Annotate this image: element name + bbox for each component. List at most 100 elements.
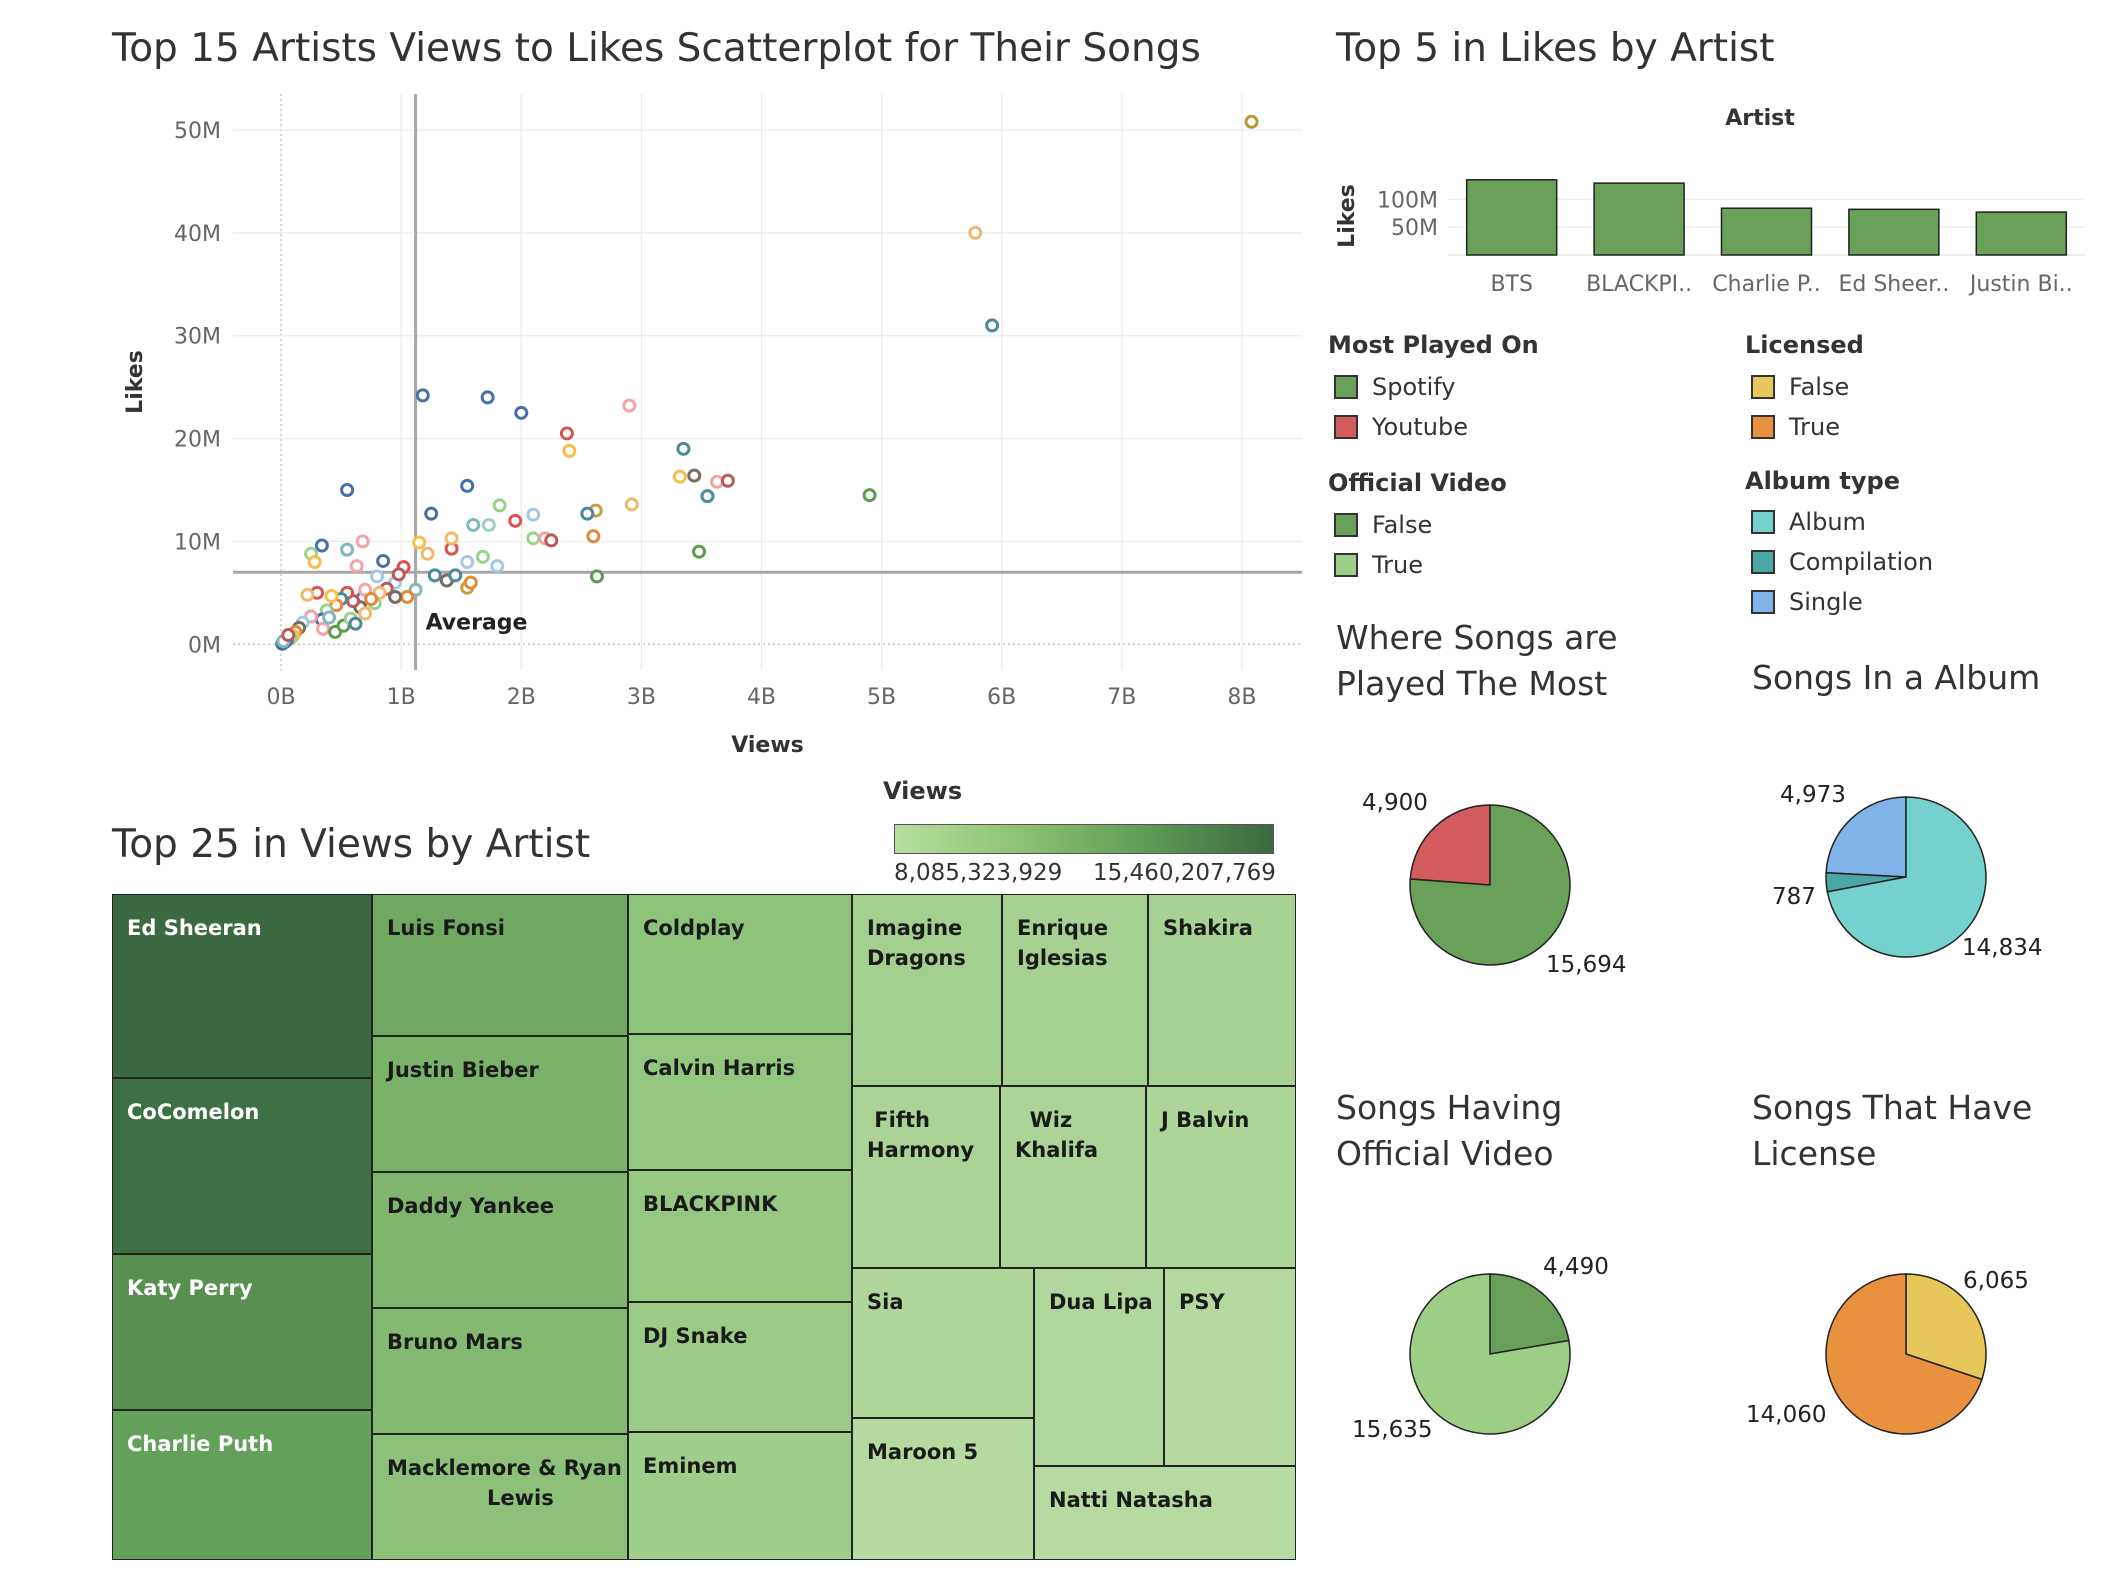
legend-item-spotify: Spotify bbox=[1334, 372, 1455, 402]
treemap-cell[interactable]: Ed Sheeran bbox=[112, 894, 372, 1078]
swatch bbox=[1751, 375, 1775, 399]
treemap-cell[interactable]: Bruno Mars bbox=[372, 1308, 628, 1434]
pie-label: 4,490 bbox=[1543, 1254, 1609, 1280]
treemap-cell[interactable]: Imagine Dragons bbox=[852, 894, 1002, 1086]
swatch bbox=[1334, 553, 1358, 577]
treemap-cell[interactable]: Katy Perry bbox=[112, 1254, 372, 1410]
pie-title-played: Where Songs are Played The Most bbox=[1336, 618, 1618, 703]
treemap-cell[interactable]: Shakira bbox=[1148, 894, 1296, 1086]
legend-label: Album bbox=[1789, 508, 1866, 536]
bar-chart: Artist 100M 50M Likes BTS BLACKPI.. Charlie P.… bbox=[1335, 106, 2085, 297]
legend-item-video-false: False bbox=[1334, 510, 1432, 540]
treemap-cell-label: CoComelon bbox=[127, 1100, 260, 1124]
treemap-cell[interactable]: Maroon 5 bbox=[852, 1418, 1034, 1560]
pie-slice bbox=[1826, 796, 1987, 958]
scatter-point bbox=[720, 473, 735, 488]
pie-slice bbox=[1825, 796, 1907, 878]
scatter-point bbox=[444, 531, 459, 546]
legend-item-compilation: Compilation bbox=[1751, 547, 1933, 577]
legend-item-youtube: Youtube bbox=[1334, 412, 1468, 442]
legend-label: False bbox=[1372, 511, 1433, 539]
treemap-cell-label: Luis Fonsi bbox=[387, 916, 505, 940]
scatter-point bbox=[420, 546, 435, 561]
treemap-cell[interactable]: Fifth Harmony bbox=[852, 1086, 1000, 1268]
treemap-cell[interactable]: Coldplay bbox=[628, 894, 852, 1034]
treemap-cell-label: BLACKPINK bbox=[643, 1192, 778, 1216]
pie-slice bbox=[1905, 1273, 1987, 1381]
swatch bbox=[1751, 550, 1775, 574]
y-tick-label: 50M bbox=[174, 119, 221, 144]
scatter-point bbox=[492, 498, 507, 513]
treemap-cell[interactable]: Charlie Puth bbox=[112, 1410, 372, 1560]
pie-title-license: Songs That Have License bbox=[1752, 1088, 2033, 1173]
legend-item-album: Album bbox=[1751, 507, 1866, 537]
bar-category-label: BTS bbox=[1490, 272, 1533, 297]
scatter-point bbox=[307, 555, 322, 569]
y-tick-label: 10M bbox=[174, 530, 221, 555]
treemap-cell[interactable]: Enrique Iglesias bbox=[1002, 894, 1148, 1086]
scatter-point bbox=[968, 225, 983, 240]
treemap-cell[interactable]: Justin Bieber bbox=[372, 1036, 628, 1172]
views-legend-title: Views bbox=[883, 777, 963, 805]
treemap-cell[interactable]: Dua Lipa bbox=[1034, 1268, 1164, 1466]
scatter-point bbox=[676, 441, 691, 456]
scatter-point bbox=[1244, 114, 1259, 129]
treemap-cell[interactable]: PSY bbox=[1164, 1268, 1296, 1466]
treemap-cell[interactable]: Daddy Yankee bbox=[372, 1172, 628, 1308]
scatter-point bbox=[862, 488, 877, 503]
treemap-cell[interactable]: Natti Natasha bbox=[1034, 1466, 1296, 1560]
scatter-point bbox=[355, 534, 370, 549]
average-label: Average bbox=[426, 610, 528, 635]
treemap-cell[interactable]: Wiz Khalifa bbox=[1000, 1086, 1146, 1268]
treemap-cell[interactable]: J Balvin bbox=[1146, 1086, 1296, 1268]
treemap-cell-label: Fifth Harmony bbox=[867, 1108, 975, 1162]
x-tick-label: 8B bbox=[1227, 685, 1256, 710]
legend-label: True bbox=[1789, 413, 1840, 441]
treemap-cell[interactable]: Eminem bbox=[628, 1432, 852, 1560]
scatter-point bbox=[376, 553, 391, 568]
treemap-cell-label: Dua Lipa bbox=[1049, 1290, 1153, 1314]
treemap-cell[interactable]: Calvin Harris bbox=[628, 1034, 852, 1170]
views-color-gradient bbox=[894, 824, 1274, 854]
scatter-point bbox=[490, 559, 505, 574]
scatter-point bbox=[281, 628, 296, 643]
treemap-cell-label: Bruno Mars bbox=[387, 1330, 523, 1354]
pie-slice bbox=[1489, 1273, 1570, 1355]
scatter-point bbox=[710, 474, 725, 489]
swatch bbox=[1334, 375, 1358, 399]
x-tick-label: 1B bbox=[387, 685, 416, 710]
bar bbox=[1593, 182, 1685, 256]
scatter-point bbox=[466, 517, 481, 532]
bar bbox=[1465, 179, 1558, 256]
treemap-cell[interactable]: BLACKPINK bbox=[628, 1170, 852, 1302]
legend-album-type-title: Album type bbox=[1745, 467, 1901, 495]
scatter-point bbox=[370, 569, 385, 584]
treemap-cell[interactable]: CoComelon bbox=[112, 1078, 372, 1254]
treemap-cell-label: Sia bbox=[867, 1290, 904, 1314]
treemap-cell[interactable]: Sia bbox=[852, 1268, 1034, 1418]
swatch bbox=[1751, 510, 1775, 534]
treemap-title: Top 25 in Views by Artist bbox=[112, 822, 591, 867]
y-axis-label: Likes bbox=[123, 350, 148, 414]
scatter-point bbox=[463, 575, 478, 590]
views-legend-max: 15,460,207,769 bbox=[1093, 860, 1276, 886]
treemap-cell-label: DJ Snake bbox=[643, 1324, 748, 1348]
bar-category-label: BLACKPI.. bbox=[1586, 272, 1692, 297]
scatter-point bbox=[388, 589, 403, 604]
x-tick-label: 7B bbox=[1107, 685, 1136, 710]
treemap-cell[interactable]: DJ Snake bbox=[628, 1302, 852, 1432]
treemap-cell-label: Wiz Khalifa bbox=[1015, 1108, 1099, 1162]
treemap-cell-label: Maroon 5 bbox=[867, 1440, 979, 1464]
treemap-cell[interactable]: Macklemore & Ryan Lewis bbox=[372, 1434, 628, 1560]
scatter-point bbox=[391, 567, 406, 582]
treemap-cell[interactable]: Luis Fonsi bbox=[372, 894, 628, 1036]
scatter-point bbox=[412, 535, 427, 550]
x-tick-label: 5B bbox=[867, 685, 896, 710]
treemap-cell-label: Coldplay bbox=[643, 916, 745, 940]
y-tick-label: 40M bbox=[174, 222, 221, 247]
treemap-cell-label: Katy Perry bbox=[127, 1276, 253, 1300]
treemap-cell-label: PSY bbox=[1179, 1290, 1225, 1314]
legend-label: Spotify bbox=[1372, 373, 1456, 401]
scatter-point bbox=[586, 529, 601, 544]
y-tick-label: 0M bbox=[188, 633, 221, 658]
